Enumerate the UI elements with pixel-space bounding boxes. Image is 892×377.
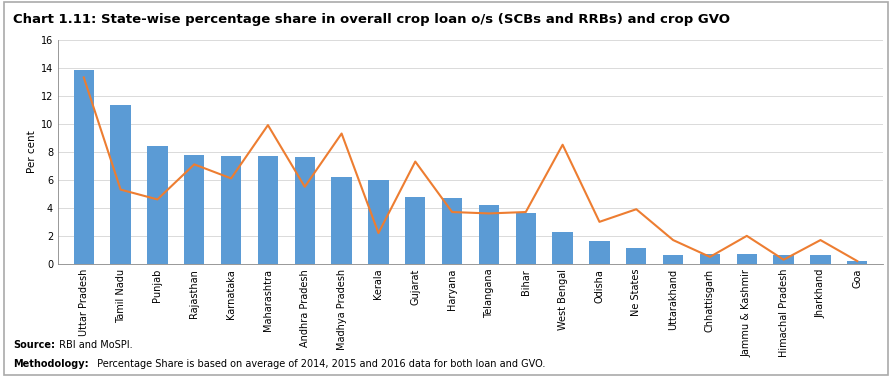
Text: RBI and MoSPI.: RBI and MoSPI. [56,340,133,350]
Text: Source:: Source: [13,340,55,350]
Bar [590,242,609,264]
Bar [74,70,94,264]
Bar [626,248,647,264]
Bar [552,231,573,264]
Bar [737,254,757,264]
Bar [773,256,794,264]
Bar [294,157,315,264]
Bar [663,256,683,264]
Bar [332,177,351,264]
Bar [111,106,131,264]
Y-axis label: Per cent: Per cent [27,130,37,173]
Text: Methodology:: Methodology: [13,359,89,369]
Bar [221,156,241,264]
Bar [405,197,425,264]
Bar [479,205,500,264]
Bar [442,198,462,264]
Text: Chart 1.11: State-wise percentage share in overall crop loan o/s (SCBs and RRBs): Chart 1.11: State-wise percentage share … [13,13,731,26]
Bar [368,180,389,264]
Text: Percentage Share is based on average of 2014, 2015 and 2016 data for both loan a: Percentage Share is based on average of … [94,359,545,369]
Bar [847,261,867,264]
Bar [810,256,830,264]
Bar [184,155,204,264]
Bar [147,146,168,264]
Bar [516,213,536,264]
Bar [700,254,720,264]
Bar [258,156,278,264]
